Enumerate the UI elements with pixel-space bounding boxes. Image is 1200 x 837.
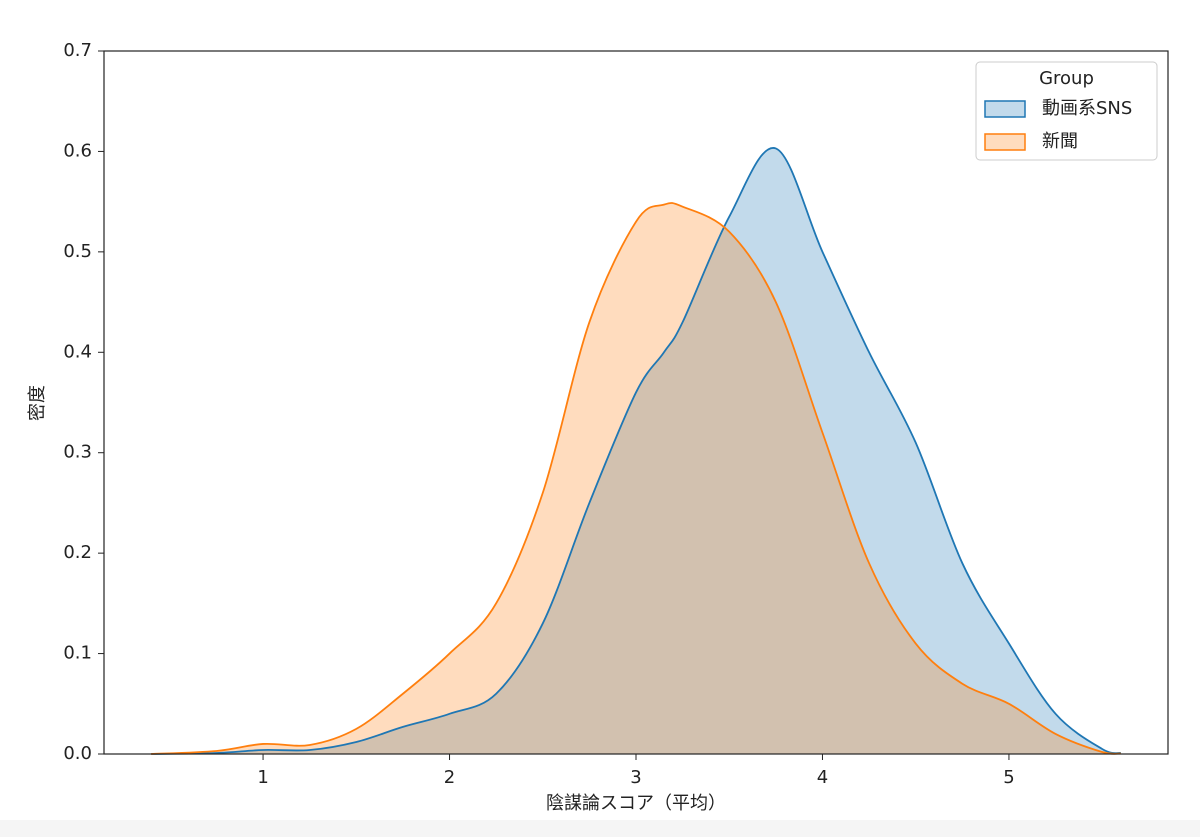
- density-area: [151, 202, 1121, 755]
- x-tick-label: 5: [1003, 767, 1014, 788]
- legend-swatch: [984, 133, 1026, 151]
- legend-label: 新聞: [1042, 131, 1078, 152]
- density-line: [151, 202, 1121, 755]
- x-tick-label: 2: [444, 767, 455, 788]
- y-tick-label: 0.5: [63, 241, 92, 262]
- y-tick-label: 0.7: [63, 40, 92, 61]
- x-tick-label: 1: [257, 767, 268, 788]
- legend-swatch: [984, 100, 1026, 118]
- density-area: [151, 147, 1121, 754]
- y-tick-label: 0.4: [63, 341, 92, 362]
- y-tick-label: 0.3: [63, 442, 92, 463]
- screen-strip: [0, 820, 1200, 837]
- legend: Group 動画系SNS 新聞: [975, 61, 1158, 161]
- y-tick-label: 0.0: [63, 743, 92, 764]
- legend-box: [975, 61, 1158, 161]
- y-tick-label: 0.1: [63, 643, 92, 664]
- legend-label: 動画系SNS: [1042, 98, 1132, 119]
- density-line: [151, 147, 1122, 755]
- y-tick-label: 0.2: [63, 542, 92, 563]
- y-axis-label: 密度: [27, 385, 48, 421]
- x-axis-label: 陰謀論スコア（平均）: [546, 793, 726, 814]
- y-tick-label: 0.6: [63, 140, 92, 161]
- x-tick-label: 3: [630, 767, 641, 788]
- legend-title: Group: [1039, 68, 1094, 89]
- x-tick-label: 4: [817, 767, 828, 788]
- plot-area: [151, 147, 1122, 755]
